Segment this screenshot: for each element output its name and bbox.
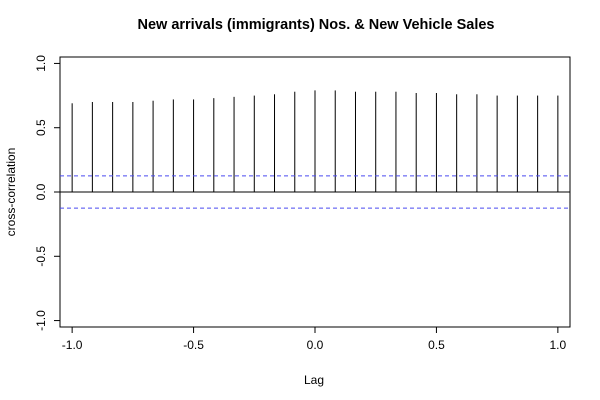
y-tick-label: -0.5 [34,246,48,267]
y-tick-label: -1.0 [34,310,48,331]
x-tick-label: 0.5 [428,338,445,352]
x-tick-label: -1.0 [62,338,83,352]
x-tick-label: 1.0 [550,338,567,352]
chart-title: New arrivals (immigrants) Nos. & New Veh… [137,17,494,33]
ccf-bars [71,90,559,192]
y-tick-label: 0.5 [34,119,48,136]
y-tick-label: 0.0 [34,183,48,200]
y-axis: -1.0 -0.5 0.0 0.5 1.0 [34,55,60,331]
x-tick-label: 0.0 [307,338,324,352]
x-axis: -1.0 -0.5 0.0 0.5 1.0 [62,327,567,352]
x-axis-label: Lag [304,373,324,387]
y-tick-label: 1.0 [34,55,48,72]
x-tick-label: -0.5 [183,338,204,352]
reference-lines [60,175,570,209]
y-axis-label: cross-correlation [4,148,18,237]
